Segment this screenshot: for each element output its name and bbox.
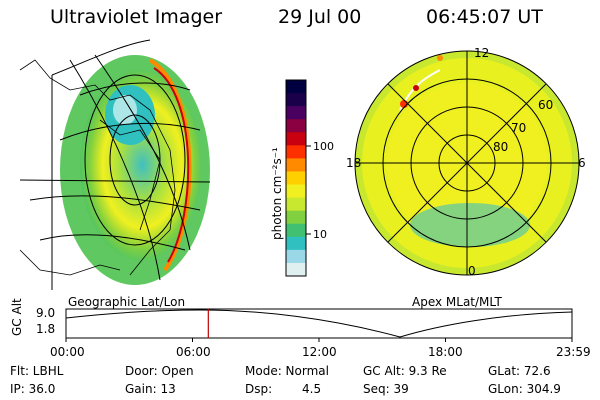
timeline-xtick-3: 18:00 [428,345,463,359]
colorbar-stripe [286,184,306,199]
filter-readout: Flt: LBHL [10,364,64,378]
glon-readout: GLon: 304.9 [488,382,561,396]
instrument-title: Ultraviolet Imager [50,6,223,28]
timeline-xtick-0: 00:00 [50,345,85,359]
seq-readout: Seq: 39 [363,382,409,396]
gain-readout: Gain: 13 [125,382,176,396]
colorbar-stripe [286,106,306,120]
altitude-curve [65,309,573,338]
hot-spot-2 [413,85,419,91]
right-panel-caption: Apex MLat/MLT [412,295,502,309]
timeline-ticks [65,338,573,342]
mlt-label-left: 18 [346,156,362,170]
dsp-label: Dsp: [245,382,273,396]
observation-time: 06:45:07 UT [426,6,543,28]
mlt-label-bottom: 0 [468,264,476,278]
lat-label-80: 80 [493,140,509,154]
colorbar-tick-100: 100 [313,140,334,153]
hot-spot-3 [437,55,443,61]
mlt-label-top: 12 [474,46,490,60]
colorbar-stripe [286,132,306,146]
timeline-xtick-4: 23:59 [556,345,591,359]
colorbar-stripe [286,93,306,107]
door-readout: Door: Open [125,364,194,378]
ip-readout: IP: 36.0 [10,382,56,396]
glat-readout: GLat: 72.6 [488,364,551,378]
colorbar-stripe [286,80,306,94]
timeline-axis-label: GC Alt [10,298,24,336]
polar-cap-void [113,95,137,125]
colorbar-stripe [286,223,306,238]
gc-alt-readout: GC Alt: 9.3 Re [363,364,447,378]
colorbar-stripe [286,262,306,277]
timeline-ytick-high: 9.0 [36,306,56,320]
colorbar-frame [285,79,307,277]
lat-label-60: 60 [538,98,554,112]
colorbar-stripe [286,119,306,133]
colorbar-ticks [306,145,311,235]
colorbar-gradient [286,80,306,277]
dsp-value: 4.5 [302,382,322,396]
colorbar-stripe [286,171,306,186]
colorbar-stripe [286,158,306,172]
dayside-peak-arc [153,67,190,263]
nightside-dim-region [410,203,530,247]
mlt-label-right: 6 [578,156,586,170]
colorbar-stripe [286,249,306,264]
timeline-frame [65,308,573,339]
colorbar-stripe [286,210,306,225]
colorbar-stripe [286,236,306,251]
polar-grid [354,50,580,276]
timeline-xtick-2: 12:00 [302,345,337,359]
timeline-xtick-1: 06:00 [176,345,211,359]
colorbar-stripe [286,145,306,159]
left-panel-caption: Geographic Lat/Lon [68,295,186,309]
colorbar-stripe [286,197,306,212]
colorbar-tick-10: 10 [313,228,327,241]
coastlines [19,59,176,276]
observation-date: 29 Jul 00 [278,6,362,28]
timeline-ytick-low: 1.8 [36,322,56,336]
mode-readout: Mode: Normal [245,364,329,378]
lat-label-70: 70 [511,121,527,135]
